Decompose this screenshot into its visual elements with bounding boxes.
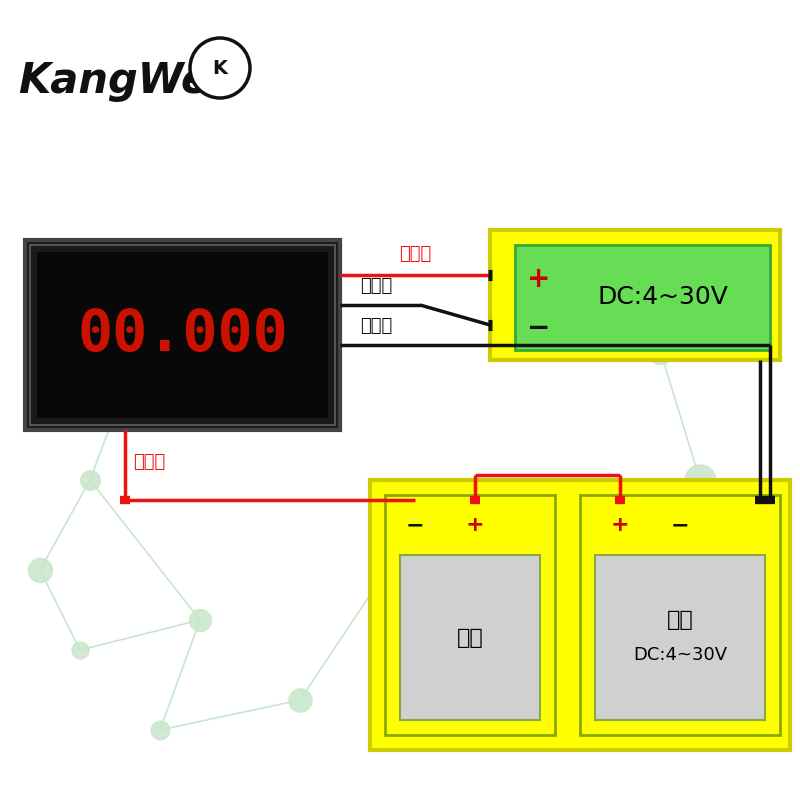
Text: DC:4~30V: DC:4~30V (597, 286, 728, 310)
Text: 待测出: 待测出 (360, 317, 392, 335)
Point (294, 694, 306, 706)
Bar (490, 230, 780, 360)
Text: −: − (406, 515, 424, 535)
Point (194, 614, 206, 626)
Point (694, 474, 706, 486)
Point (654, 344, 666, 357)
Text: KangWei: KangWei (18, 60, 223, 102)
Text: 00.000: 00.000 (77, 306, 288, 363)
Point (43, 344, 56, 357)
Text: +: + (466, 515, 484, 535)
Bar (30, 245, 335, 425)
Point (754, 614, 766, 626)
Text: +: + (527, 265, 550, 293)
Text: +: + (610, 515, 630, 535)
Point (574, 554, 586, 566)
Point (34, 563, 46, 576)
Bar (25, 240, 340, 430)
Text: 负载: 负载 (457, 627, 483, 647)
Circle shape (190, 38, 250, 98)
Text: DC:4~30V: DC:4~30V (633, 646, 727, 665)
Text: 待测入: 待测入 (133, 453, 166, 471)
Point (194, 374, 206, 386)
Bar (595, 555, 765, 720)
Text: 电源正: 电源正 (399, 245, 431, 263)
Bar (515, 245, 770, 350)
Point (374, 574, 386, 586)
Point (114, 394, 126, 406)
Text: 电源负: 电源负 (360, 277, 392, 295)
Bar (370, 480, 790, 750)
Point (744, 714, 757, 726)
Text: −: − (670, 515, 690, 535)
Text: −: − (527, 314, 550, 342)
Bar (580, 495, 780, 735)
Text: 电源: 电源 (666, 610, 694, 630)
Point (474, 714, 486, 726)
Bar (37, 252, 328, 418)
Point (614, 674, 626, 686)
Point (74, 643, 86, 656)
Bar (400, 555, 540, 720)
Text: K: K (213, 58, 227, 78)
Point (154, 723, 166, 736)
Bar (385, 495, 555, 735)
Point (84, 474, 96, 486)
